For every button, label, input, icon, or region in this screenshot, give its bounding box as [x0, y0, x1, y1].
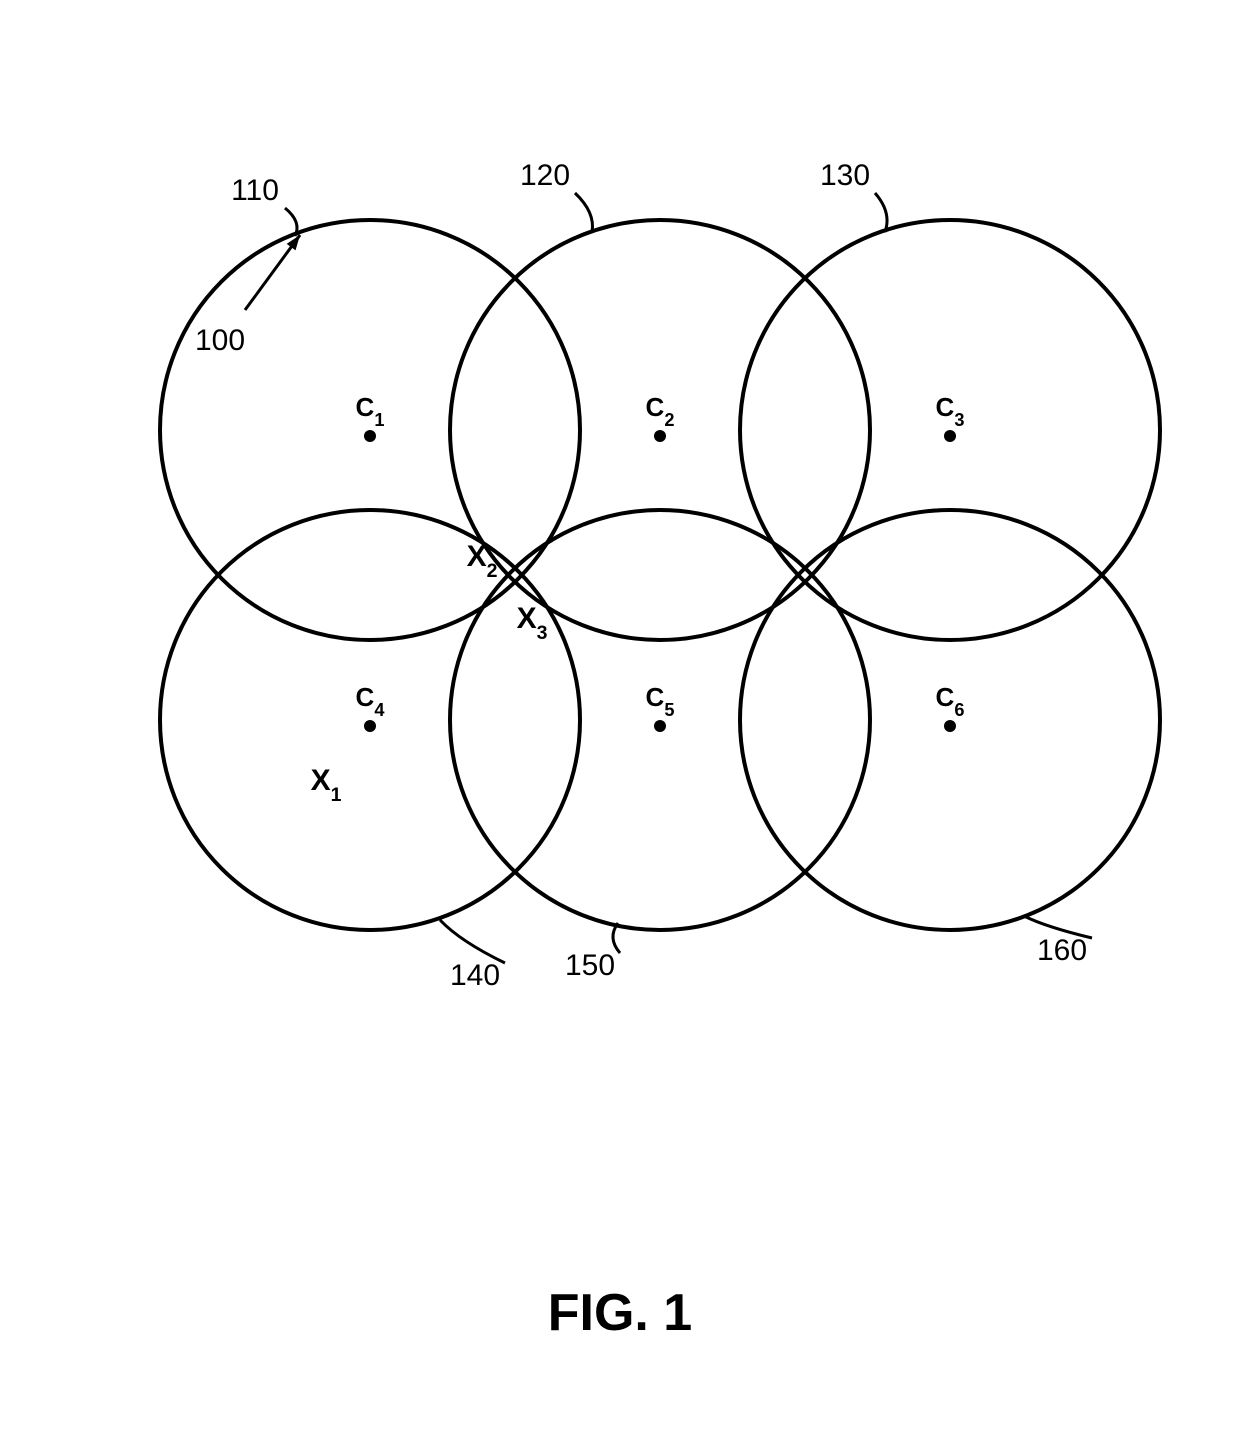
- cell-center-dot-c6: [944, 720, 956, 732]
- ref-label-110: 110: [231, 174, 279, 207]
- cell-center-dot-c3: [944, 430, 956, 442]
- ref-label-150: 150: [565, 949, 615, 982]
- ref-label-140: 140: [450, 959, 500, 992]
- cell-center-dot-c4: [364, 720, 376, 732]
- ref-label-160: 160: [1037, 934, 1087, 967]
- cell-center-dot-c2: [654, 430, 666, 442]
- cell-center-dot-c5: [654, 720, 666, 732]
- cell-center-dot-c1: [364, 430, 376, 442]
- ref-label-130: 130: [820, 159, 870, 192]
- ref-label-100: 100: [195, 324, 245, 357]
- figure-canvas: C1C2C3C4C5C6110120130140150160100X1X2X3F…: [0, 0, 1240, 1450]
- figure-caption: FIG. 1: [548, 1284, 692, 1342]
- ref-label-120: 120: [520, 159, 570, 192]
